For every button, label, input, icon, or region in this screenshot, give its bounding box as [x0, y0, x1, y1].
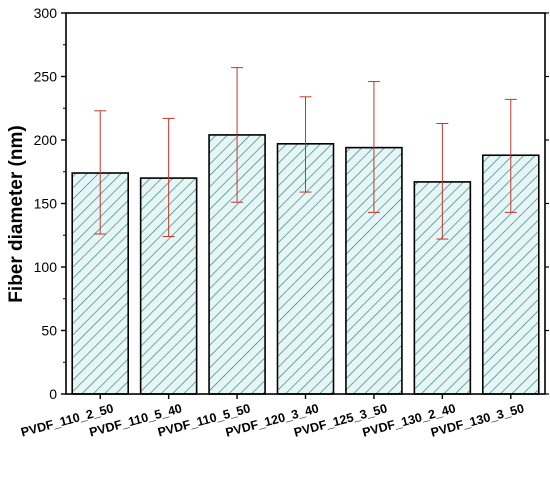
error-bar-PVDF_110_5_40: [162, 117, 175, 238]
y-tick-label: 300: [34, 5, 58, 21]
error-bar-PVDF_125_3_50: [367, 81, 380, 213]
error-bar-PVDF_110_2_50: [94, 110, 107, 235]
bar-PVDF_120_3_40: [276, 143, 335, 395]
y-axis-title: Fiber diameter (nm): [6, 125, 27, 302]
y-tick-labels: 0 50 100 150 200 250 300: [34, 5, 58, 402]
error-bar-PVDF_120_3_40: [299, 96, 312, 193]
y-tick-label: 150: [34, 196, 58, 212]
axes-group: [61, 12, 549, 399]
y-tick-label: 0: [49, 386, 57, 402]
error-bar-PVDF_130_2_40: [436, 122, 449, 240]
y-tick-label: 200: [34, 132, 58, 148]
error-bar-PVDF_130_3_50: [504, 98, 517, 213]
error-bar-PVDF_110_5_50: [231, 67, 244, 203]
y-tick-label: 250: [34, 69, 58, 85]
y-tick-label: 50: [41, 323, 57, 339]
y-tick-label: 100: [34, 259, 58, 275]
error-bars-group: [94, 67, 517, 240]
x-tick-labels: PVDF_110_2_50PVDF_110_5_40PVDF_110_5_50P…: [19, 401, 525, 439]
